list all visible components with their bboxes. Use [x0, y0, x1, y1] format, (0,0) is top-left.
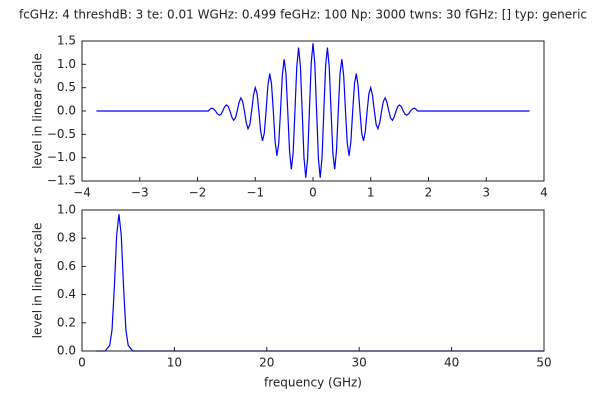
- x-tick-label: 50: [536, 356, 551, 370]
- axes-frame: [81, 209, 545, 352]
- x-tick-label: −3: [131, 186, 149, 200]
- y-tick-label: 0.0: [57, 104, 76, 118]
- data-line: [96, 43, 530, 178]
- y-tick-label: −1.5: [47, 174, 76, 188]
- y-tick-label: 0.8: [57, 231, 76, 245]
- y-tick-label: 0.0: [57, 344, 76, 358]
- x-axis-label: frequency (GHz): [264, 376, 362, 390]
- y-tick-label: −1.0: [47, 150, 76, 164]
- y-tick-label: 0.5: [57, 80, 76, 94]
- y-axis-label: level in linear scale: [31, 223, 45, 339]
- y-tick-label: 0.6: [57, 259, 76, 273]
- y-axis-label: level in linear scale: [31, 53, 45, 169]
- y-tick-label: 0.2: [57, 315, 76, 329]
- data-line: [95, 214, 544, 352]
- x-tick-label: −2: [189, 186, 207, 200]
- x-tick-label: 0: [309, 186, 317, 200]
- x-tick-label: 40: [444, 356, 459, 370]
- x-tick-label: −1: [246, 186, 264, 200]
- y-tick-label: 1.0: [57, 203, 76, 217]
- axes-frame: [81, 40, 545, 182]
- plot-area: [82, 210, 544, 351]
- x-tick-label: 0: [78, 356, 86, 370]
- chart-title: fcGHz: 4 threshdB: 3 te: 0.01 WGHz: 0.49…: [19, 8, 587, 22]
- y-tick-label: 0.4: [57, 287, 76, 301]
- y-tick-label: 1.0: [57, 57, 76, 71]
- x-tick-label: 20: [259, 356, 274, 370]
- y-tick-label: 1.5: [57, 34, 76, 48]
- y-tick-label: −0.5: [47, 127, 76, 141]
- x-tick-label: 4: [540, 186, 548, 200]
- x-tick-label: 10: [167, 356, 182, 370]
- x-tick-label: 1: [367, 186, 375, 200]
- x-tick-label: −4: [73, 186, 91, 200]
- x-tick-label: 2: [425, 186, 433, 200]
- x-tick-label: 30: [352, 356, 367, 370]
- x-tick-label: 3: [482, 186, 490, 200]
